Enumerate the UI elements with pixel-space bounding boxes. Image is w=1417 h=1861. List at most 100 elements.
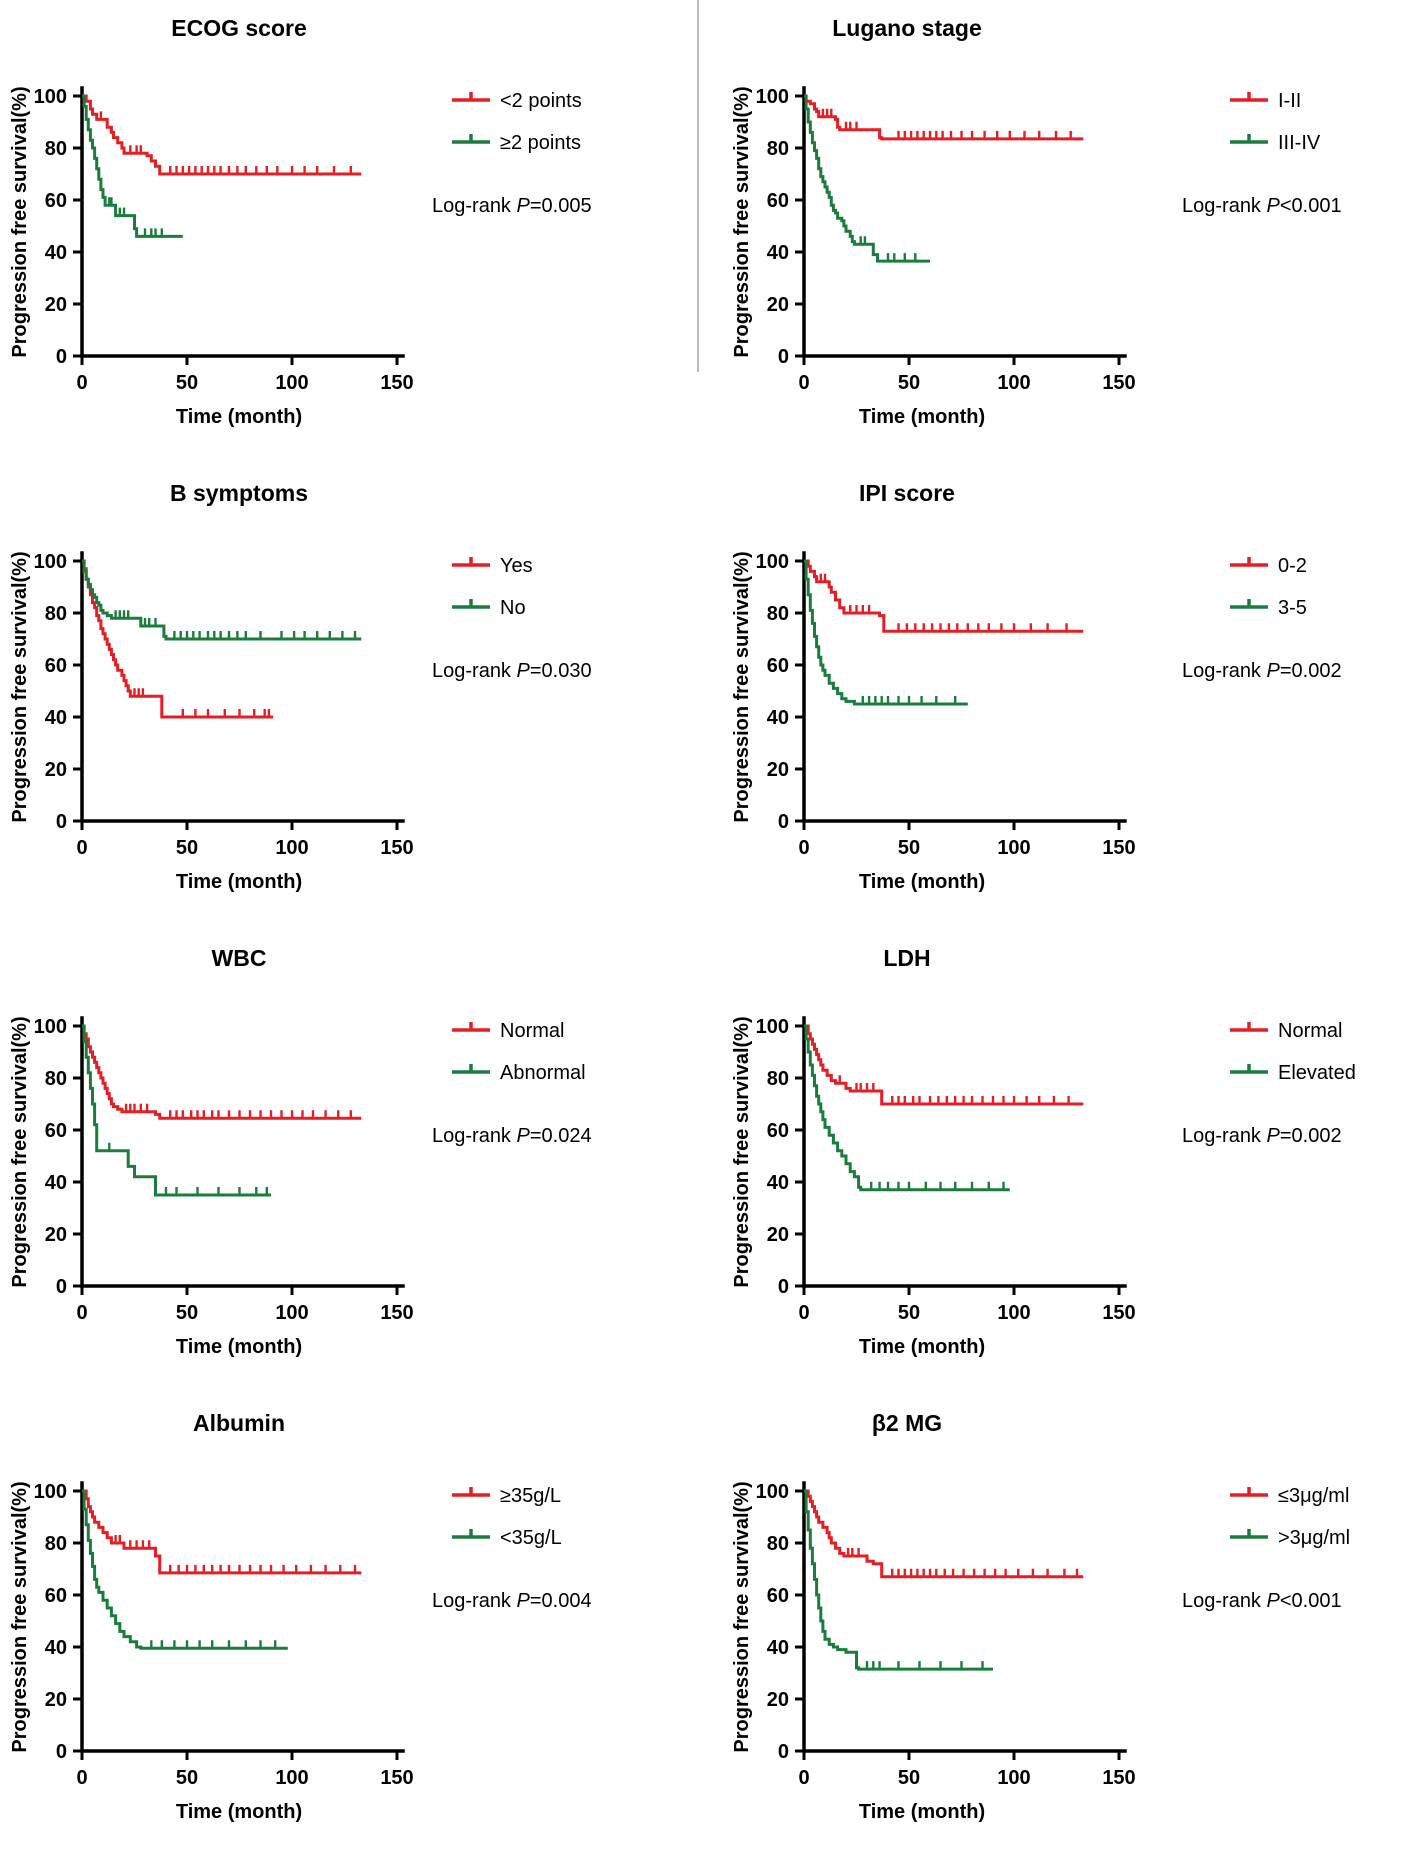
y-tick-label: 100: [34, 551, 67, 573]
panel-lugano-stage: Lugano stage Progression free survival(%)…: [708, 0, 1417, 465]
panel-title: Lugano stage: [832, 15, 982, 41]
y-tick-label: 100: [34, 86, 67, 108]
legend-label: ≥35g/L: [500, 1485, 561, 1507]
y-tick-label: 40: [767, 707, 789, 729]
x-axis-label: Time (month): [176, 406, 302, 428]
panel-title: WBC: [212, 945, 267, 971]
x-tick-label: 50: [176, 1767, 198, 1789]
panel-ipi-score: IPI score Progression free survival(%) 0 20…: [708, 465, 1417, 930]
legend-label: <2 points: [500, 90, 582, 112]
x-tick-label: 150: [380, 372, 413, 394]
logrank-p-value: Log-rank P<0.001: [1182, 195, 1342, 217]
km-line-marker-icon: [452, 599, 490, 609]
survival-curve-red: [804, 559, 1084, 633]
y-tick-label: 20: [45, 759, 67, 781]
y-tick-label: 80: [45, 603, 67, 625]
km-line-marker-icon: [452, 1022, 490, 1032]
y-axis-label: Progression free survival(%): [731, 86, 753, 357]
x-tick-label: 50: [898, 1767, 920, 1789]
x-tick-label: 150: [380, 837, 413, 859]
panel-b-symptoms: B symptoms Progression free survival(%) 0 2…: [0, 465, 708, 930]
x-tick-label: 50: [176, 372, 198, 394]
legend-label: I-II: [1278, 90, 1301, 112]
survival-curve-red: [804, 1489, 1084, 1579]
y-tick-label: 60: [45, 1585, 67, 1607]
legend-label: >3μg/ml: [1278, 1527, 1350, 1549]
x-tick-label: 150: [1102, 1767, 1135, 1789]
y-tick-label: 60: [45, 655, 67, 677]
y-tick-label: 100: [756, 1481, 789, 1503]
km-line-marker-icon: [1230, 1487, 1268, 1497]
km-line-marker-icon: [452, 92, 490, 102]
panel-title: LDH: [883, 945, 930, 971]
panel-ecog-score: ECOG score Progression free survival(%) 0 2…: [0, 0, 708, 465]
y-tick-label: 80: [767, 603, 789, 625]
panel-ldh: LDH Progression free survival(%) 0 20 40 60 80…: [708, 930, 1417, 1395]
km-line-marker-icon: [1230, 1529, 1268, 1539]
censor-ticks-green: [865, 1661, 984, 1670]
censor-ticks-red: [846, 1548, 1079, 1577]
survival-curve-green: [804, 1489, 993, 1671]
x-tick-label: 50: [898, 837, 920, 859]
censor-ticks-red: [114, 1535, 357, 1573]
y-tick-label: 60: [767, 655, 789, 677]
x-tick-label: 150: [380, 1302, 413, 1324]
panel-title: B symptoms: [170, 480, 308, 506]
survival-curve-red: [82, 94, 362, 176]
x-tick-label: 0: [76, 837, 87, 859]
censor-ticks-green: [150, 1640, 277, 1649]
survival-plot: Albumin Progression free survival(%) 0 20 40…: [9, 1410, 592, 1823]
y-axis-label: Progression free survival(%): [9, 1481, 31, 1752]
y-tick-label: 80: [45, 1068, 67, 1090]
y-tick-label: 40: [45, 242, 67, 264]
survival-curve-red: [82, 1024, 362, 1120]
survival-curve-green: [804, 1024, 1010, 1192]
y-tick-label: 60: [45, 190, 67, 212]
censor-ticks-green: [114, 610, 357, 639]
x-axis-label: Time (month): [176, 1336, 302, 1358]
censor-ticks-green: [108, 197, 163, 237]
y-tick-label: 40: [45, 1172, 67, 1194]
y-tick-label: 20: [767, 759, 789, 781]
y-tick-label: 0: [778, 346, 789, 368]
logrank-p-value: Log-rank P=0.004: [432, 1590, 592, 1612]
survival-curve-red: [82, 559, 274, 719]
legend-label: Elevated: [1278, 1062, 1356, 1084]
y-axis-label: Progression free survival(%): [9, 1016, 31, 1287]
panel-wbc: WBC Progression free survival(%) 0 20 40 60 80…: [0, 930, 708, 1395]
panel-albumin: Albumin Progression free survival(%) 0 20 40…: [0, 1395, 708, 1860]
logrank-p-value: Log-rank P=0.005: [432, 195, 592, 217]
y-axis-label: Progression free survival(%): [731, 1016, 753, 1287]
x-tick-label: 100: [997, 1767, 1030, 1789]
logrank-p-value: Log-rank P=0.024: [432, 1125, 592, 1147]
legend-label: Abnormal: [500, 1062, 586, 1084]
legend-label: 3-5: [1278, 597, 1307, 619]
x-tick-label: 0: [76, 1302, 87, 1324]
legend-label: Normal: [500, 1020, 564, 1042]
censor-ticks-red: [124, 1103, 352, 1119]
y-tick-label: 40: [767, 242, 789, 264]
x-axis-label: Time (month): [176, 871, 302, 893]
x-tick-label: 0: [76, 372, 87, 394]
legend-label: ≤3μg/ml: [1278, 1485, 1349, 1507]
legend-label: 0-2: [1278, 555, 1307, 577]
y-tick-label: 60: [767, 1585, 789, 1607]
axes: [80, 1481, 405, 1753]
panel-title: ECOG score: [171, 15, 307, 41]
x-tick-label: 50: [898, 1302, 920, 1324]
survival-plot: β2 MG Progression free survival(%) 0 20 40 60…: [731, 1410, 1350, 1823]
y-tick-label: 100: [756, 1016, 789, 1038]
y-tick-label: 60: [767, 1120, 789, 1142]
x-tick-label: 0: [798, 837, 809, 859]
axes: [802, 86, 1127, 358]
x-axis-label: Time (month): [859, 1336, 985, 1358]
y-axis-label: Progression free survival(%): [731, 551, 753, 822]
x-tick-label: 150: [1102, 1302, 1135, 1324]
y-tick-label: 20: [767, 1689, 789, 1711]
x-tick-label: 100: [275, 372, 308, 394]
censor-ticks-red: [99, 111, 352, 174]
y-axis-label: Progression free survival(%): [9, 86, 31, 357]
y-tick-label: 80: [767, 1068, 789, 1090]
survival-plot: LDH Progression free survival(%) 0 20 40 60 80…: [731, 945, 1356, 1358]
